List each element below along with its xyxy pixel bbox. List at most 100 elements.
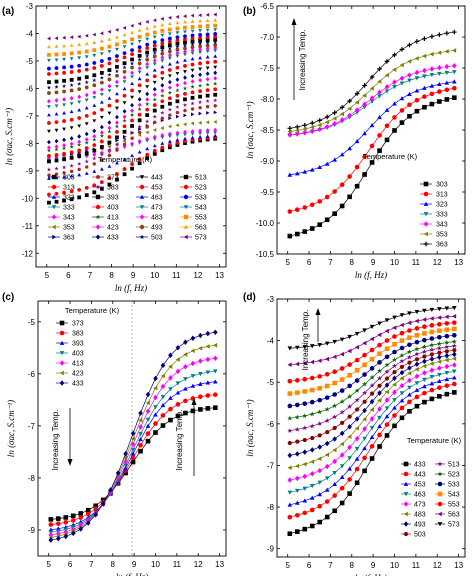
data-point bbox=[422, 370, 427, 376]
data-point bbox=[107, 83, 112, 89]
data-point bbox=[339, 388, 345, 393]
data-point bbox=[122, 114, 127, 120]
data-point bbox=[362, 154, 367, 159]
legend-entry: 313 bbox=[436, 192, 448, 199]
series-363 bbox=[287, 29, 457, 131]
legend-marker bbox=[139, 214, 145, 220]
data-point bbox=[354, 466, 360, 472]
data-point bbox=[183, 386, 188, 391]
y-tick-label: -4 bbox=[267, 337, 275, 346]
data-point bbox=[198, 94, 202, 99]
data-point bbox=[399, 62, 404, 68]
data-point bbox=[392, 382, 397, 387]
data-point bbox=[354, 456, 360, 461]
data-point bbox=[362, 105, 367, 110]
legend-marker bbox=[95, 194, 101, 200]
data-point bbox=[444, 352, 450, 359]
data-point bbox=[294, 207, 300, 213]
y-tick-label: -4 bbox=[26, 29, 34, 38]
data-point bbox=[47, 72, 51, 76]
data-point bbox=[107, 120, 112, 125]
data-point bbox=[175, 368, 181, 375]
data-point bbox=[377, 444, 382, 449]
data-point bbox=[54, 191, 59, 196]
data-point bbox=[302, 389, 308, 394]
data-point bbox=[137, 45, 142, 50]
data-point bbox=[213, 54, 218, 58]
data-point bbox=[183, 14, 187, 19]
y-tick-label: -7 bbox=[28, 422, 36, 431]
data-point bbox=[183, 139, 187, 144]
data-point bbox=[332, 157, 337, 162]
data-point bbox=[160, 373, 165, 379]
data-point bbox=[414, 339, 420, 345]
data-point bbox=[122, 55, 127, 60]
data-point bbox=[175, 50, 180, 56]
data-point bbox=[399, 358, 405, 364]
data-point bbox=[437, 378, 442, 383]
data-point bbox=[145, 119, 150, 124]
data-point bbox=[62, 127, 66, 132]
data-point bbox=[145, 66, 150, 70]
data-point bbox=[137, 157, 142, 162]
data-point bbox=[168, 406, 173, 412]
data-point bbox=[190, 95, 195, 100]
annotation-text: Increasing Temp. bbox=[175, 410, 184, 471]
legend-marker bbox=[403, 471, 409, 477]
data-point bbox=[437, 354, 442, 360]
data-point bbox=[213, 127, 218, 133]
data-point bbox=[399, 96, 405, 101]
data-point bbox=[84, 33, 89, 38]
data-point bbox=[198, 120, 202, 125]
data-point bbox=[414, 69, 420, 76]
data-point bbox=[115, 73, 119, 78]
legend-marker bbox=[423, 201, 429, 206]
series-493 bbox=[47, 43, 218, 95]
data-point bbox=[190, 90, 195, 95]
data-point bbox=[287, 427, 293, 433]
data-point bbox=[198, 47, 202, 52]
data-point bbox=[160, 116, 165, 120]
data-point bbox=[332, 354, 337, 360]
data-point bbox=[339, 152, 345, 157]
data-point bbox=[205, 356, 211, 363]
y-tick-label: -3 bbox=[26, 2, 34, 11]
x-tick-label: 5 bbox=[285, 258, 290, 267]
data-point bbox=[444, 63, 450, 70]
series-553 bbox=[47, 23, 218, 57]
data-point bbox=[287, 477, 293, 483]
data-point bbox=[47, 105, 51, 109]
data-point bbox=[294, 171, 300, 176]
data-point bbox=[69, 109, 74, 114]
legend-marker bbox=[95, 184, 101, 190]
data-point bbox=[205, 330, 211, 337]
data-point bbox=[69, 163, 74, 168]
data-point bbox=[175, 140, 180, 145]
data-point bbox=[54, 166, 59, 171]
data-point bbox=[377, 66, 382, 72]
series-313 bbox=[287, 85, 457, 214]
data-point bbox=[47, 44, 51, 49]
series-343 bbox=[287, 63, 457, 138]
data-point bbox=[175, 44, 180, 49]
legend-entry: 373 bbox=[107, 175, 119, 182]
data-point bbox=[47, 36, 51, 41]
data-point bbox=[70, 530, 76, 537]
data-point bbox=[414, 309, 420, 315]
data-point bbox=[54, 66, 59, 70]
data-point bbox=[317, 374, 323, 379]
data-point bbox=[152, 30, 157, 35]
legend-entry: 543 bbox=[448, 492, 460, 499]
data-point bbox=[339, 430, 345, 437]
y-tick-label: -10.5 bbox=[256, 250, 275, 259]
legend-entry: 423 bbox=[107, 225, 119, 232]
data-point bbox=[77, 42, 82, 47]
data-point bbox=[107, 111, 112, 115]
data-point bbox=[324, 372, 330, 377]
data-point bbox=[63, 520, 69, 525]
y-tick-label: -8 bbox=[26, 139, 34, 148]
data-point bbox=[197, 41, 203, 46]
legend-entry: 523 bbox=[195, 185, 207, 192]
data-point bbox=[92, 137, 97, 142]
data-point bbox=[77, 69, 82, 73]
